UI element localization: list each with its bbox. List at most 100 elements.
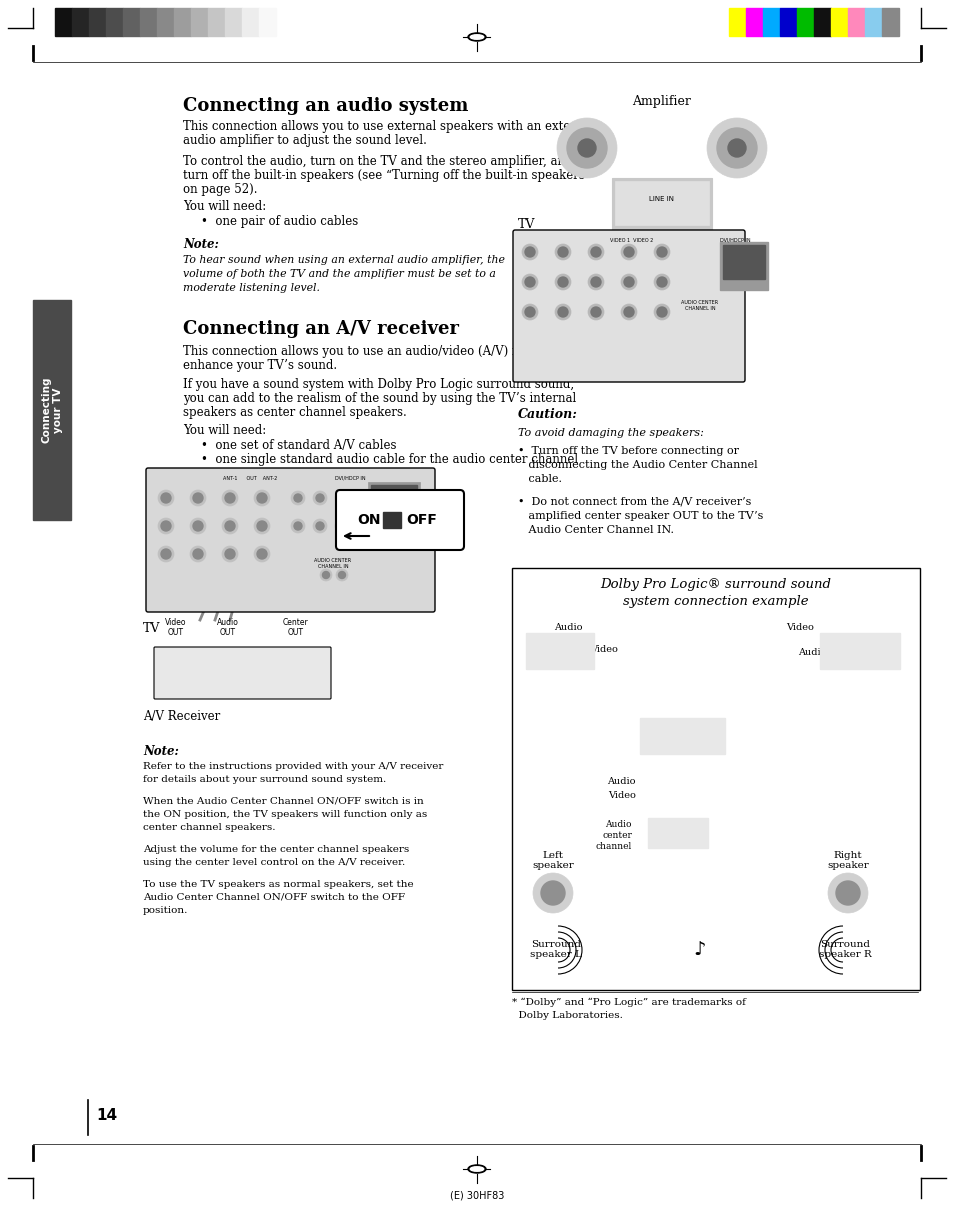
Circle shape bbox=[555, 274, 571, 289]
Circle shape bbox=[578, 139, 596, 157]
Circle shape bbox=[657, 308, 666, 317]
Circle shape bbox=[161, 493, 171, 503]
Circle shape bbox=[256, 493, 267, 503]
Circle shape bbox=[335, 569, 348, 581]
Bar bbox=[382, 513, 400, 528]
Bar bbox=[864, 8, 882, 36]
Ellipse shape bbox=[468, 1165, 485, 1173]
Circle shape bbox=[225, 521, 234, 531]
Text: This connection allows you to use an audio/video (A/V) receiver to: This connection allows you to use an aud… bbox=[183, 345, 577, 358]
Circle shape bbox=[706, 118, 766, 178]
Text: Note:: Note: bbox=[143, 745, 178, 759]
Text: DVI/HDCP IN: DVI/HDCP IN bbox=[335, 476, 365, 481]
Text: Video
OUT: Video OUT bbox=[165, 617, 187, 638]
Text: To use the TV speakers as normal speakers, set the: To use the TV speakers as normal speaker… bbox=[143, 880, 414, 889]
Circle shape bbox=[524, 277, 535, 287]
Bar bbox=[847, 8, 864, 36]
Circle shape bbox=[521, 304, 537, 320]
Text: You will need:: You will need: bbox=[183, 200, 266, 213]
Text: When the Audio Center Channel ON/OFF switch is in: When the Audio Center Channel ON/OFF swi… bbox=[143, 797, 423, 806]
Text: turn off the built-in speakers (see “Turning off the built-in speakers”: turn off the built-in speakers (see “Tur… bbox=[183, 169, 590, 182]
Bar bbox=[33, 300, 71, 520]
Circle shape bbox=[313, 491, 327, 505]
Text: OFF: OFF bbox=[406, 513, 436, 527]
Text: for details about your surround sound system.: for details about your surround sound sy… bbox=[143, 775, 386, 784]
Text: Audio: Audio bbox=[797, 648, 825, 657]
Circle shape bbox=[291, 519, 305, 533]
Text: •  Turn off the TV before connecting or
   disconnecting the Audio Center Channe: • Turn off the TV before connecting or d… bbox=[517, 446, 757, 484]
Text: Right
speaker: Right speaker bbox=[826, 850, 868, 870]
Bar bbox=[173, 8, 191, 36]
Circle shape bbox=[540, 882, 564, 904]
Bar bbox=[71, 8, 89, 36]
Circle shape bbox=[590, 277, 600, 287]
Circle shape bbox=[620, 244, 637, 260]
Bar bbox=[762, 8, 780, 36]
Text: Connecting an A/V receiver: Connecting an A/V receiver bbox=[183, 320, 458, 338]
Bar bbox=[225, 8, 242, 36]
Circle shape bbox=[558, 277, 567, 287]
Text: ♪: ♪ bbox=[693, 939, 705, 959]
Text: •  one pair of audio cables: • one pair of audio cables bbox=[201, 215, 358, 228]
Circle shape bbox=[253, 519, 270, 534]
Text: Note:: Note: bbox=[183, 238, 218, 251]
Ellipse shape bbox=[468, 33, 485, 41]
Text: Audio
OUT: Audio OUT bbox=[217, 617, 238, 638]
Circle shape bbox=[521, 244, 537, 260]
Text: Amplifier: Amplifier bbox=[632, 95, 691, 109]
Circle shape bbox=[521, 274, 537, 289]
Text: 14: 14 bbox=[96, 1108, 117, 1123]
Text: •  Do not connect from the A/V receiver’s
   amplified center speaker OUT to the: • Do not connect from the A/V receiver’s… bbox=[517, 497, 762, 535]
Text: Audio Center Channel ON/OFF switch to the OFF: Audio Center Channel ON/OFF switch to th… bbox=[143, 892, 405, 902]
Text: ON: ON bbox=[356, 513, 380, 527]
Circle shape bbox=[587, 304, 603, 320]
Bar bbox=[106, 8, 123, 36]
Bar bbox=[368, 482, 419, 534]
Circle shape bbox=[225, 493, 234, 503]
Text: If you have a sound system with Dolby Pro Logic surround sound,: If you have a sound system with Dolby Pr… bbox=[183, 377, 574, 391]
Bar bbox=[525, 633, 594, 669]
Bar bbox=[371, 485, 416, 521]
Bar bbox=[258, 8, 275, 36]
Circle shape bbox=[335, 491, 349, 505]
Bar bbox=[242, 8, 258, 36]
Bar bbox=[89, 8, 106, 36]
Circle shape bbox=[620, 274, 637, 289]
Text: the ON position, the TV speakers will function only as: the ON position, the TV speakers will fu… bbox=[143, 810, 427, 819]
Circle shape bbox=[253, 490, 270, 507]
FancyBboxPatch shape bbox=[153, 646, 331, 699]
Circle shape bbox=[158, 546, 173, 562]
Text: LINE IN: LINE IN bbox=[649, 197, 674, 201]
Circle shape bbox=[190, 546, 206, 562]
Circle shape bbox=[193, 549, 203, 560]
Bar bbox=[512, 568, 919, 990]
Circle shape bbox=[558, 308, 567, 317]
Circle shape bbox=[294, 494, 302, 502]
Circle shape bbox=[322, 572, 329, 579]
Circle shape bbox=[190, 490, 206, 507]
Text: Video: Video bbox=[785, 624, 813, 632]
Text: audio amplifier to adjust the sound level.: audio amplifier to adjust the sound leve… bbox=[183, 134, 426, 147]
Text: A/V Receiver: A/V Receiver bbox=[143, 710, 220, 724]
Text: Connecting
your TV: Connecting your TV bbox=[41, 376, 63, 444]
Circle shape bbox=[256, 521, 267, 531]
Text: DVI/HDCP IN: DVI/HDCP IN bbox=[720, 238, 750, 242]
Circle shape bbox=[654, 274, 669, 289]
Circle shape bbox=[827, 873, 867, 913]
Circle shape bbox=[294, 522, 302, 529]
Text: center channel speakers.: center channel speakers. bbox=[143, 822, 275, 832]
Circle shape bbox=[590, 247, 600, 257]
Circle shape bbox=[222, 490, 237, 507]
Bar bbox=[140, 8, 157, 36]
Text: VIDEO 1  VIDEO 2: VIDEO 1 VIDEO 2 bbox=[609, 238, 653, 242]
Bar bbox=[780, 8, 796, 36]
Circle shape bbox=[717, 128, 757, 168]
Circle shape bbox=[193, 493, 203, 503]
Circle shape bbox=[524, 247, 535, 257]
Circle shape bbox=[158, 519, 173, 534]
Text: Surround
speaker L: Surround speaker L bbox=[530, 939, 581, 960]
Text: T V: T V bbox=[668, 829, 687, 838]
Circle shape bbox=[337, 522, 346, 529]
Ellipse shape bbox=[470, 1166, 483, 1171]
Circle shape bbox=[193, 521, 203, 531]
